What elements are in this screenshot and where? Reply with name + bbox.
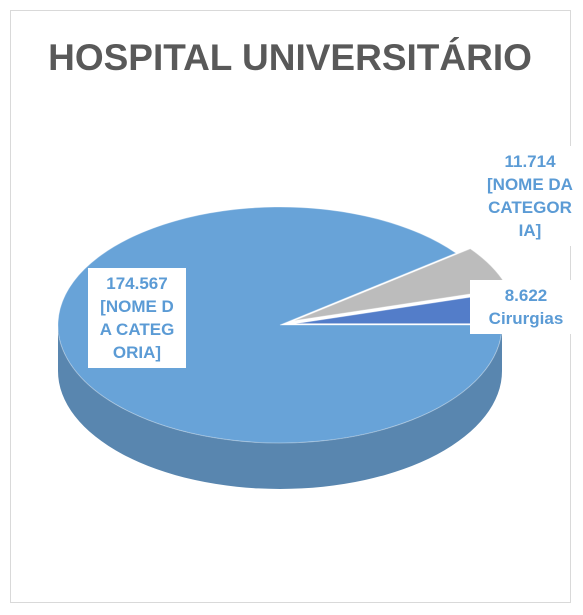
data-label-category: Cirurgias [488, 309, 564, 328]
data-label-value: 11.714 [504, 152, 556, 171]
data-label: 11.714 [NOME DA CATEGORIA] [478, 146, 582, 246]
chart-title: HOSPITAL UNIVERSITÁRIO [48, 37, 532, 78]
data-label-category: [NOME DA CATEGORIA] [99, 297, 175, 362]
data-label: 174.567 [NOME DA CATEGORIA] [88, 268, 186, 368]
data-label-category: [NOME DA CATEGORIA] [487, 175, 573, 240]
data-label: 8.622 Cirurgias [470, 280, 582, 334]
data-label-value: 8.622 [504, 286, 548, 305]
data-label-value: 174.567 [106, 274, 168, 293]
slice-side [58, 325, 502, 489]
slice [57, 206, 503, 444]
